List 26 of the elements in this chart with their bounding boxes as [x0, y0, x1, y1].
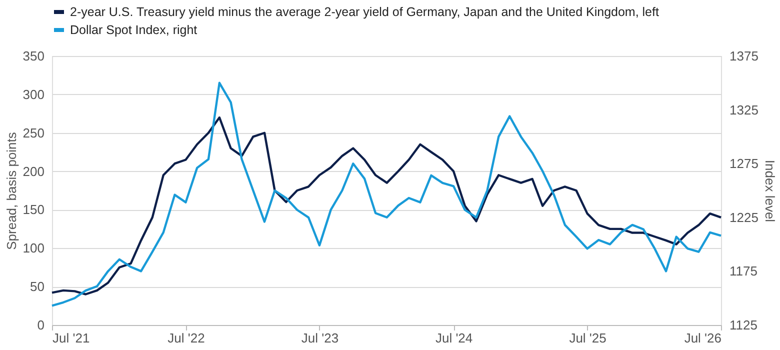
y-tick-label: 350	[22, 48, 44, 64]
y-tick-label: 100	[22, 240, 44, 256]
x-tick-label: Jul '26	[684, 330, 722, 346]
y-tick-label: 300	[22, 86, 44, 102]
y2-tick-label: 1325	[730, 102, 758, 118]
legend-label: 2-year U.S. Treasury yield minus the average 2-year yield of Germany, Japan and the United Kingdom, left	[70, 5, 660, 19]
x-tick-label: Jul '21	[52, 330, 90, 346]
x-tick-label: Jul '25	[569, 330, 606, 346]
y-tick-label: 50	[30, 279, 44, 294]
y2-tick-label: 1225	[730, 210, 758, 225]
y2-tick-label: 1175	[730, 264, 758, 279]
x-tick-label: Jul '23	[301, 330, 339, 346]
legend-label: Dollar Spot Index, right	[70, 23, 198, 37]
y-tick-label: 250	[22, 125, 44, 140]
y2-axis-title: Index level	[762, 160, 778, 222]
y-axis-title: Spread, basis points	[4, 132, 19, 250]
y2-tick-label: 1375	[730, 48, 758, 64]
x-tick-label: Jul '22	[168, 330, 205, 346]
y-tick-label: 200	[22, 164, 44, 179]
y-tick-label: 150	[22, 202, 44, 218]
x-tick-label: Jul '24	[435, 330, 473, 346]
line-series	[50, 82, 722, 307]
line-series	[50, 116, 722, 296]
y-tick-label: 0	[37, 318, 44, 332]
y2-tick-label: 1275	[730, 156, 758, 172]
y2-tick-label: 1125	[730, 318, 758, 332]
